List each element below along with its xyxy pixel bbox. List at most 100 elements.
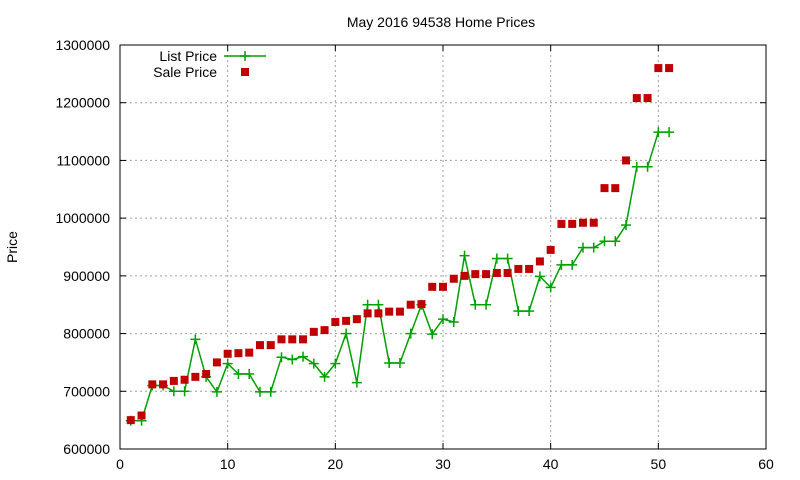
data-point bbox=[643, 94, 652, 103]
data-point bbox=[578, 218, 587, 227]
x-tick-label: 20 bbox=[328, 456, 344, 472]
data-point bbox=[448, 317, 459, 328]
y-tick-label: 1200000 bbox=[55, 95, 110, 111]
data-point bbox=[330, 358, 341, 369]
data-point bbox=[502, 253, 513, 264]
data-point bbox=[534, 271, 545, 282]
data-point bbox=[298, 351, 309, 362]
data-point bbox=[384, 358, 395, 369]
data-point bbox=[395, 307, 404, 316]
data-point bbox=[439, 282, 447, 291]
data-point bbox=[417, 300, 426, 309]
data-point bbox=[556, 259, 567, 270]
data-point bbox=[385, 307, 394, 316]
data-point bbox=[470, 299, 481, 310]
data-point bbox=[611, 184, 620, 193]
data-point bbox=[632, 94, 641, 103]
data-point bbox=[482, 270, 491, 279]
data-point bbox=[223, 349, 232, 358]
data-point bbox=[373, 299, 384, 310]
data-point bbox=[622, 156, 631, 165]
data-point bbox=[363, 309, 372, 318]
data-point bbox=[277, 335, 286, 344]
data-point bbox=[342, 316, 351, 325]
series bbox=[125, 64, 675, 426]
data-point bbox=[514, 264, 523, 273]
data-point bbox=[491, 253, 502, 264]
data-point bbox=[148, 380, 157, 389]
data-point bbox=[331, 318, 340, 327]
data-point bbox=[168, 386, 179, 397]
data-point bbox=[567, 259, 578, 270]
legend-marker-list-price bbox=[240, 51, 250, 61]
data-point bbox=[525, 264, 534, 273]
data-point bbox=[589, 218, 598, 227]
legend-label-list-price: List Price bbox=[159, 48, 217, 64]
y-tick-label: 1300000 bbox=[55, 37, 110, 53]
series-1 bbox=[126, 64, 674, 425]
data-point bbox=[471, 270, 480, 279]
data-point bbox=[481, 299, 492, 310]
data-point bbox=[438, 314, 448, 325]
data-point bbox=[352, 315, 361, 324]
data-point bbox=[545, 282, 556, 293]
data-point bbox=[254, 386, 265, 397]
x-tick-label: 30 bbox=[435, 456, 451, 472]
x-tick-label: 60 bbox=[758, 456, 774, 472]
data-point bbox=[654, 64, 663, 73]
data-point bbox=[405, 328, 416, 339]
data-point bbox=[309, 327, 318, 336]
data-point bbox=[222, 358, 233, 369]
data-point bbox=[137, 411, 146, 420]
data-point bbox=[621, 220, 632, 231]
y-tick-label: 600000 bbox=[63, 441, 110, 457]
data-point bbox=[546, 245, 555, 254]
data-point bbox=[577, 242, 588, 253]
data-point bbox=[428, 282, 437, 291]
data-point bbox=[406, 300, 415, 309]
data-point bbox=[299, 335, 308, 344]
y-tick-label: 1100000 bbox=[57, 152, 111, 168]
data-point bbox=[126, 416, 135, 425]
data-point bbox=[234, 349, 243, 358]
data-point bbox=[588, 242, 599, 253]
data-point bbox=[503, 268, 512, 277]
legend-label-sale-price: Sale Price bbox=[153, 64, 217, 80]
y-tick-label: 900000 bbox=[63, 268, 110, 284]
data-point bbox=[180, 375, 189, 384]
data-point bbox=[599, 236, 610, 247]
data-point bbox=[244, 368, 255, 379]
data-point bbox=[169, 376, 178, 385]
data-point bbox=[320, 326, 329, 335]
data-point bbox=[341, 328, 352, 339]
data-point bbox=[362, 299, 373, 310]
data-point bbox=[179, 386, 190, 397]
data-point bbox=[265, 386, 276, 397]
data-point bbox=[159, 380, 168, 389]
data-point bbox=[653, 127, 664, 138]
data-point bbox=[600, 184, 609, 193]
data-point bbox=[664, 127, 675, 138]
data-point bbox=[665, 64, 674, 73]
x-tick-label: 0 bbox=[116, 456, 124, 472]
data-point bbox=[212, 358, 221, 367]
x-tick-label: 50 bbox=[651, 456, 667, 472]
data-point bbox=[610, 236, 621, 247]
legend-markers bbox=[224, 51, 266, 76]
y-axis-label: Price bbox=[4, 231, 20, 263]
data-point bbox=[351, 377, 362, 388]
data-point bbox=[568, 219, 577, 228]
legend-marker-sale-price bbox=[241, 68, 249, 76]
data-point bbox=[211, 386, 222, 397]
data-point bbox=[460, 271, 469, 280]
data-point bbox=[288, 335, 297, 344]
data-point bbox=[524, 306, 535, 317]
series-line bbox=[130, 131, 670, 422]
data-point bbox=[459, 250, 470, 261]
x-tick-label: 40 bbox=[543, 456, 559, 472]
data-point bbox=[427, 329, 438, 340]
data-point bbox=[374, 309, 383, 318]
chart-title: May 2016 94538 Home Prices bbox=[347, 14, 535, 30]
